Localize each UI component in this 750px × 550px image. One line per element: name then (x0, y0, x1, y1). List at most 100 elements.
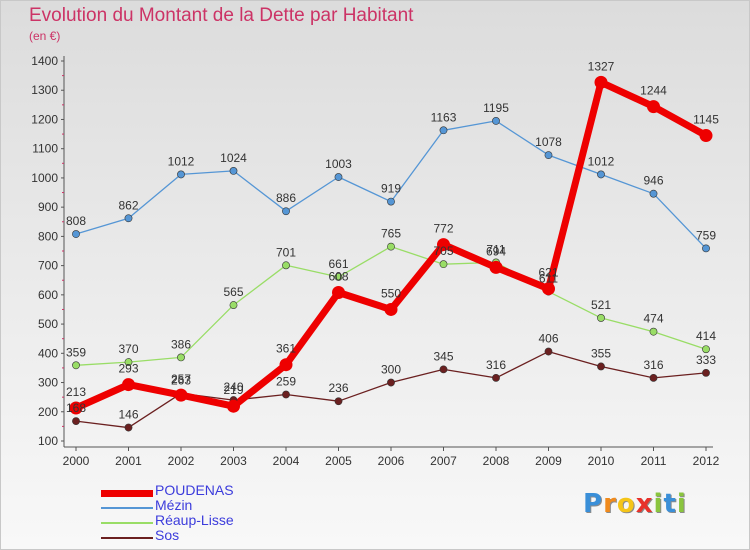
data-point (334, 173, 343, 181)
legend-swatch (101, 522, 153, 524)
y-tick-label: 600 (38, 288, 58, 302)
data-point (699, 129, 713, 143)
data-point (387, 197, 395, 206)
legend-swatch (101, 507, 153, 509)
x-tick-label: 2002 (168, 454, 195, 468)
data-label: 661 (328, 257, 348, 271)
data-label: 474 (643, 312, 663, 326)
data-label: 1195 (483, 101, 509, 115)
legend-label: Mézin (155, 497, 193, 513)
data-label: 550 (381, 286, 401, 300)
y-tick-label: 900 (38, 200, 58, 214)
data-label: 386 (171, 337, 191, 351)
logo-letter: P (583, 489, 604, 519)
data-point (279, 358, 293, 372)
y-tick-label: 1100 (32, 142, 58, 156)
data-label: 701 (276, 245, 296, 259)
data-point (702, 244, 710, 253)
data-point (177, 353, 185, 362)
data-point (594, 75, 608, 89)
data-point (69, 401, 83, 415)
x-tick-label: 2012 (693, 454, 720, 468)
data-point (649, 327, 658, 336)
data-label: 946 (643, 174, 663, 188)
x-tick-label: 2007 (430, 454, 457, 468)
data-label: 355 (591, 346, 611, 360)
data-point (282, 207, 290, 216)
data-point (72, 230, 80, 238)
x-tick-label: 2000 (63, 454, 90, 468)
data-point (229, 301, 238, 309)
chart-title: Evolution du Montant de la Dette par Hab… (29, 5, 414, 26)
logo-letter: t (663, 489, 677, 519)
y-tick-label: 1300 (31, 83, 58, 97)
data-label: 219 (223, 383, 243, 397)
x-tick-label: 2011 (641, 454, 667, 468)
x-tick-label: 2005 (325, 454, 352, 468)
logo-letter: i (653, 489, 664, 519)
data-label: 765 (381, 227, 401, 241)
data-point (542, 282, 555, 296)
y-tick-label: 800 (38, 229, 58, 243)
data-point (124, 423, 133, 432)
y-tick-label: 700 (38, 259, 58, 273)
data-label: 361 (276, 342, 296, 356)
data-label: 316 (486, 358, 506, 372)
data-point (439, 365, 448, 374)
y-tick-label: 200 (38, 405, 58, 419)
x-tick-label: 2003 (220, 454, 247, 468)
data-point (72, 361, 80, 370)
data-point (544, 347, 553, 356)
data-label: 1163 (431, 110, 457, 124)
data-label: 919 (381, 182, 401, 196)
data-label: 240 (223, 380, 243, 394)
y-tick-label: 1000 (31, 171, 58, 185)
data-label: 759 (696, 228, 716, 242)
data-label: 565 (223, 285, 243, 299)
data-point (229, 167, 238, 175)
data-label: 694 (486, 244, 506, 258)
data-label: 862 (118, 198, 138, 212)
data-label: 521 (591, 298, 611, 312)
legend-label: Sos (155, 527, 180, 543)
data-label: 146 (118, 408, 138, 422)
data-point (282, 390, 290, 399)
data-label: 300 (381, 363, 401, 377)
data-label: 263 (171, 373, 191, 387)
data-point (122, 378, 135, 392)
data-point (387, 242, 395, 251)
data-point (489, 260, 503, 274)
data-point (649, 189, 658, 198)
y-tick-label: 100 (38, 434, 58, 448)
data-point (647, 100, 660, 114)
y-tick-label: 400 (38, 346, 58, 360)
data-point (124, 214, 133, 223)
data-point (492, 117, 500, 125)
legend-swatch (101, 537, 153, 539)
data-point (439, 260, 448, 269)
proxiti-logo: Proxiti (583, 489, 687, 519)
chart-axes: 100 200 300 400 500 600 700 800 900 1000 1100 1200 1… (31, 54, 719, 468)
data-label: 316 (643, 358, 663, 372)
data-label: 1012 (588, 154, 615, 168)
data-label: 611 (539, 272, 558, 286)
legend-label: Réaup-Lisse (155, 512, 234, 528)
x-tick-label: 2004 (273, 454, 300, 468)
data-label: 705 (433, 244, 453, 258)
logo-letter: r (603, 489, 617, 519)
data-label: 359 (66, 345, 86, 359)
data-label: 1003 (325, 157, 352, 171)
data-point (174, 388, 188, 402)
data-point (597, 170, 605, 179)
data-label: 414 (696, 329, 716, 343)
logo-letter: o (616, 489, 636, 519)
data-label: 1078 (535, 135, 562, 149)
data-point (334, 397, 343, 406)
data-label: 1024 (220, 151, 247, 165)
data-label: 621 (538, 266, 558, 280)
data-label: 1244 (640, 84, 667, 98)
x-tick-label: 2001 (115, 454, 142, 468)
data-label: 333 (696, 353, 716, 367)
logo-letter: i (676, 489, 687, 519)
